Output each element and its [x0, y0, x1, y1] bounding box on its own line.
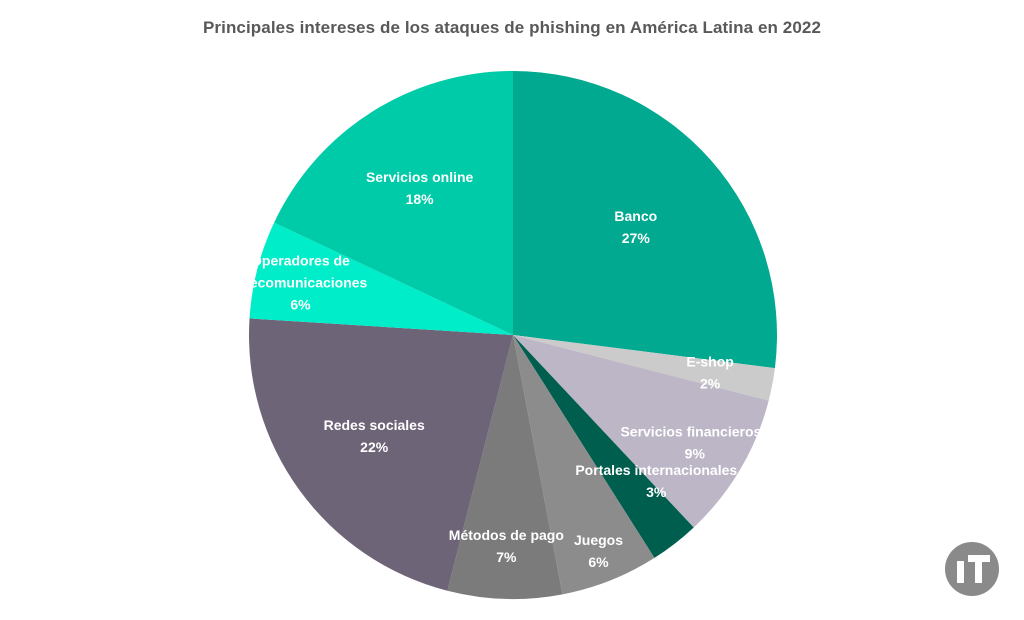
pie-slice-banco	[513, 71, 777, 369]
pie-slice-e-shop	[513, 335, 775, 401]
pie-slice-servicios-online	[274, 71, 513, 335]
slice-value-operadores-de-telecomunicaciones: 6%	[290, 296, 311, 312]
pie-slice-operadores-de-telecomunicaciones	[249, 222, 514, 335]
slice-value-servicios-financierose: 9%	[685, 446, 706, 462]
pie-slice-metodos-de-pago	[447, 335, 563, 599]
pie-slice-redes-sociales	[249, 318, 514, 591]
slice-label-servicios-financierose: Servicios financierose 9%	[620, 424, 769, 462]
slice-label-banco: Banco 27%	[614, 208, 657, 246]
pie-slice-servicios-financierose	[513, 335, 769, 528]
chart-title: Principales intereses de los ataques de …	[202, 18, 822, 37]
pie-slice-portales-internacionales	[513, 335, 694, 558]
slice-value-servicios-online: 18%	[406, 191, 435, 207]
slice-label-e-shop: E-shop 2%	[686, 354, 733, 392]
slice-label-redes-sociales: Redes sociales 22%	[324, 417, 425, 455]
slice-value-portales-internacionales: 3%	[646, 484, 667, 500]
pie-slices	[249, 71, 777, 599]
slice-label-servicios-online: Servicios online 18%	[366, 169, 474, 207]
slice-label-portales-internacionales: Portales internacionales 3%	[575, 462, 737, 500]
slice-value-banco: 27%	[622, 230, 651, 246]
slice-value-metodos-de-pago: 7%	[496, 549, 517, 565]
slice-value-juegos: 6%	[588, 554, 609, 570]
slice-label-metodos-de-pago: Métodos de pago 7%	[449, 527, 564, 565]
pie-slice-juegos	[513, 335, 655, 595]
slice-label-juegos: Juegos 6%	[574, 532, 623, 570]
slice-value-e-shop: 2%	[700, 376, 721, 392]
pie-labels: Banco 27% E-shop 2% Servicios financierose 9%…	[234, 169, 770, 570]
slice-value-redes-sociales: 22%	[360, 439, 389, 455]
slice-label-operadores-de-telecomunicaciones: Operadores de telecomunicaciones 6%	[234, 252, 368, 312]
it-logo-icon	[945, 542, 999, 596]
